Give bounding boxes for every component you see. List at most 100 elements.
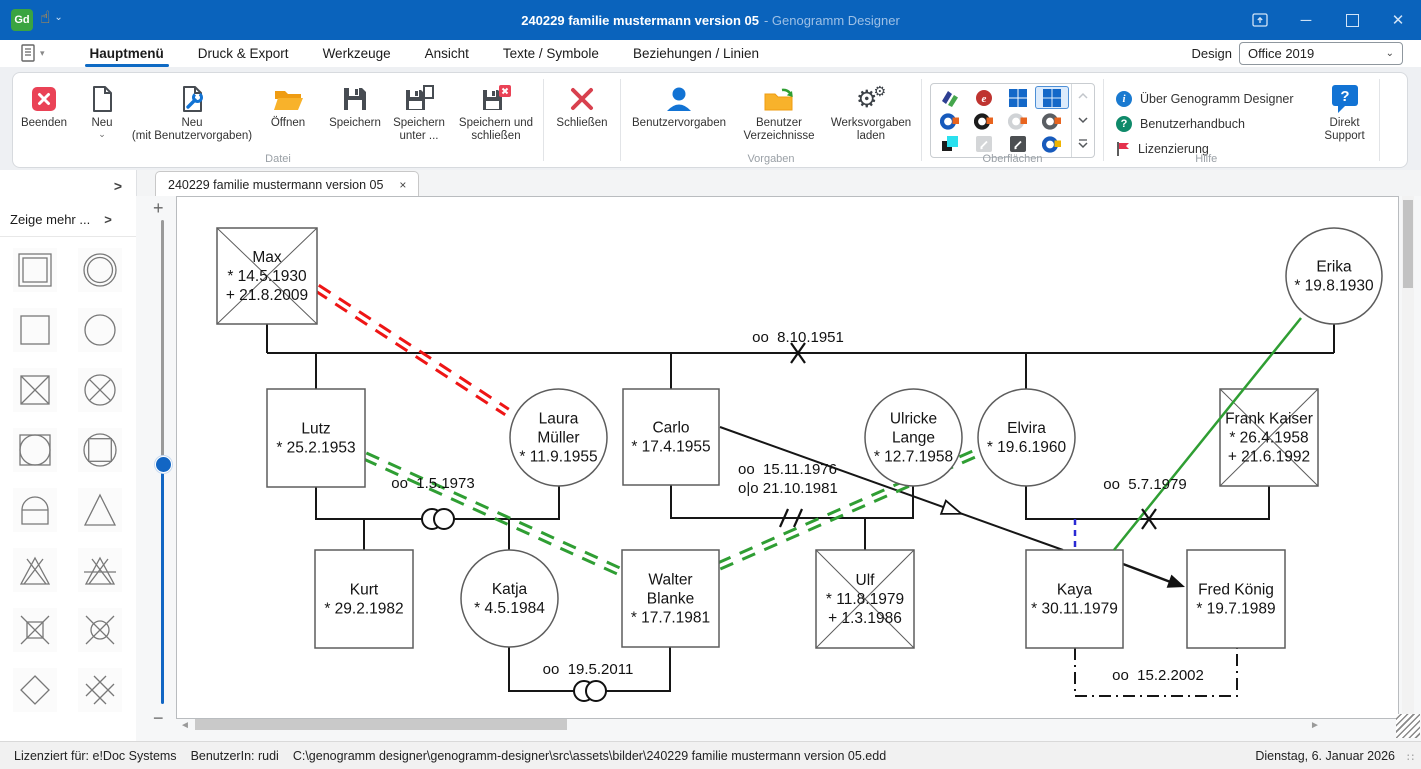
horizontal-scrollbar[interactable]: ◄ ►	[180, 719, 1396, 731]
symbol-square-x[interactable]	[13, 368, 57, 412]
theme-office-colorful-icon[interactable]	[933, 109, 967, 132]
beenden-button[interactable]: Beenden	[15, 77, 73, 130]
chevron-down-icon[interactable]: ⌄	[54, 12, 63, 23]
relationship-date-label[interactable]: oo 15.2.2002	[1112, 667, 1204, 684]
person-katja[interactable]: Katja * 4.5.1984	[460, 549, 559, 648]
symbol-triangle-x[interactable]	[13, 548, 57, 592]
relationship-date-label[interactable]: oo 8.10.1951	[752, 329, 844, 346]
theme-office-darkgray-icon[interactable]	[1035, 109, 1069, 132]
symbol-circle[interactable]	[78, 308, 122, 352]
document-tab[interactable]: 240229 familie mustermann version 05 ×	[155, 171, 420, 197]
paste-options-button[interactable]: ▾	[20, 43, 45, 64]
person-ulf[interactable]: Ulf * 11.8.1979 + 1.3.1986	[815, 549, 915, 649]
symbol-diamond[interactable]	[13, 668, 57, 712]
theme-office-white-icon[interactable]	[1001, 109, 1035, 132]
tab-close-icon[interactable]: ×	[399, 177, 407, 192]
person-erika[interactable]: Erika * 19.8.1930	[1285, 227, 1383, 325]
tab-druck-export[interactable]: Druck & Export	[197, 46, 289, 61]
maximize-button[interactable]	[1329, 0, 1375, 40]
person-carlo[interactable]: Carlo * 17.4.1955	[622, 388, 720, 486]
connector-carlo-ulricke-marriage[interactable]	[670, 485, 914, 519]
symbol-circle-big-x[interactable]	[78, 608, 122, 652]
schliessen-button[interactable]: Schließen	[546, 77, 618, 130]
person-elvira[interactable]: Elvira * 19.6.1960	[977, 388, 1076, 487]
symbol-triangle[interactable]	[78, 488, 122, 532]
relationship-date-label[interactable]: oo 1.5.1973	[391, 475, 474, 492]
neu-button[interactable]: Neu ⌄	[78, 77, 126, 139]
theme-windows10-icon[interactable]	[1001, 86, 1035, 109]
quick-access-toolbar[interactable]: ☝ ⌄	[40, 8, 63, 28]
speichern-und-schliessen-button[interactable]: Speichern und schließen	[451, 77, 541, 143]
resize-grip[interactable]	[1396, 714, 1420, 738]
person-max[interactable]: Max * 14.5.1930 + 21.8.2009	[216, 227, 318, 325]
relationship-date-label[interactable]: o|o 21.10.1981	[738, 480, 838, 497]
zoom-in-button[interactable]: +	[153, 198, 164, 218]
symbol-double-square[interactable]	[13, 248, 57, 292]
ribbon-display-options-button[interactable]	[1237, 0, 1283, 40]
relationship-date-label[interactable]: oo 19.5.2011	[543, 661, 634, 678]
relationship-date-label[interactable]: oo 15.11.1976	[738, 461, 837, 478]
relationship-date-label[interactable]: oo 5.7.1979	[1103, 476, 1186, 493]
person-walter-blanke[interactable]: Walter Blanke * 17.7.1981	[621, 549, 720, 648]
oeffnen-button[interactable]: Öffnen	[258, 77, 318, 130]
werksvorgaben-laden-button[interactable]: ⚙ ⚙ Werksvorgaben laden	[823, 77, 919, 143]
tab-hauptmenu[interactable]: Hauptmenü	[73, 40, 181, 67]
benutzervorgaben-button[interactable]: Benutzervorgaben	[623, 77, 735, 130]
theme-office-black-icon[interactable]	[967, 109, 1001, 132]
connector-elvira-frank-marriage[interactable]	[1025, 486, 1270, 520]
tab-ansicht[interactable]: Ansicht	[424, 46, 469, 61]
symbol-diamond-x[interactable]	[78, 668, 122, 712]
vertical-scrollbar-thumb[interactable]	[1403, 200, 1413, 288]
lizenzierung-button[interactable]: Lizenzierung	[1116, 136, 1294, 161]
show-more-link[interactable]: Zeige mehr ... >	[10, 212, 112, 227]
scroll-right-arrow[interactable]: ►	[1310, 720, 1320, 731]
connector-kaya-fred-separated-marriage[interactable]	[1074, 648, 1238, 697]
theme-evergreen-icon[interactable]: e	[967, 86, 1001, 109]
tab-werkzeuge[interactable]: Werkzeuge	[322, 46, 391, 61]
zoom-slider-track[interactable]	[161, 220, 164, 456]
theme-scroll-down-button[interactable]	[1072, 108, 1094, 132]
theme-sketch-dark-icon[interactable]	[1001, 132, 1035, 155]
person-lutz[interactable]: Lutz * 25.2.1953	[266, 388, 366, 488]
tab-texte-symbole[interactable]: Texte / Symbole	[502, 46, 599, 61]
symbol-square-in-circle[interactable]	[78, 428, 122, 472]
vertical-scrollbar[interactable]	[1402, 196, 1414, 717]
symbol-circle-in-square[interactable]	[13, 428, 57, 472]
direkt-support-button[interactable]: ? Direkt Support	[1313, 77, 1377, 143]
person-fred-koenig[interactable]: Fred König * 19.7.1989	[1186, 549, 1286, 649]
theme-office-2013-icon[interactable]	[1035, 132, 1069, 155]
theme-windows11-icon[interactable]	[1035, 86, 1069, 109]
symbol-triangle-x-line[interactable]	[78, 548, 122, 592]
neu-mit-benutzervorgaben-button[interactable]: Neu (mit Benutzervorgaben)	[126, 77, 258, 143]
hand-pointer-icon[interactable]: ☝	[40, 8, 51, 28]
symbol-square-big-x[interactable]	[13, 608, 57, 652]
tab-beziehungen-linien[interactable]: Beziehungen / Linien	[632, 46, 760, 61]
close-button[interactable]: ✕	[1391, 12, 1405, 29]
sidebar-collapse-chevron[interactable]: >	[113, 178, 122, 194]
person-kurt[interactable]: Kurt * 29.2.1982	[314, 549, 414, 649]
zoom-slider-thumb[interactable]	[155, 456, 172, 473]
genogram-canvas[interactable]: Max * 14.5.1930 + 21.8.2009 Erika * 19.8.193…	[176, 196, 1399, 719]
benutzerhandbuch-button[interactable]: ? Benutzerhandbuch	[1116, 111, 1294, 136]
connector-carlo-kaya-line[interactable]	[719, 426, 1064, 551]
theme-sketch-light-icon[interactable]	[967, 132, 1001, 155]
speichern-unter-button[interactable]: Speichern unter ...	[387, 77, 451, 143]
horizontal-scrollbar-thumb[interactable]	[195, 719, 567, 730]
connector-kaya-erika-green-relation[interactable]	[1113, 317, 1302, 551]
theme-nevada-icon[interactable]	[933, 86, 967, 109]
symbol-dome[interactable]	[13, 488, 57, 532]
ueber-genogramm-designer-button[interactable]: i Über Genogramm Designer	[1116, 86, 1294, 111]
minimize-button[interactable]: ─	[1300, 11, 1312, 29]
theme-scroll-up-button[interactable]	[1072, 84, 1094, 108]
speichern-button[interactable]: Speichern	[323, 77, 387, 130]
symbol-square[interactable]	[13, 308, 57, 352]
person-laura-mueller[interactable]: Laura Müller * 11.9.1955	[509, 388, 608, 487]
theme-gallery-expand-button[interactable]	[1072, 133, 1094, 157]
person-ulricke-lange[interactable]: Ulricke Lange * 12.7.1958	[864, 388, 963, 487]
scroll-left-arrow[interactable]: ◄	[180, 720, 190, 731]
person-kaya[interactable]: Kaya * 30.11.1979	[1025, 549, 1124, 649]
zoom-out-button[interactable]: −	[153, 708, 164, 728]
design-select[interactable]: Office 2019 ⌄	[1239, 42, 1403, 65]
theme-highcontrast-icon[interactable]	[933, 132, 967, 155]
zoom-slider-track-filled[interactable]	[161, 470, 164, 704]
